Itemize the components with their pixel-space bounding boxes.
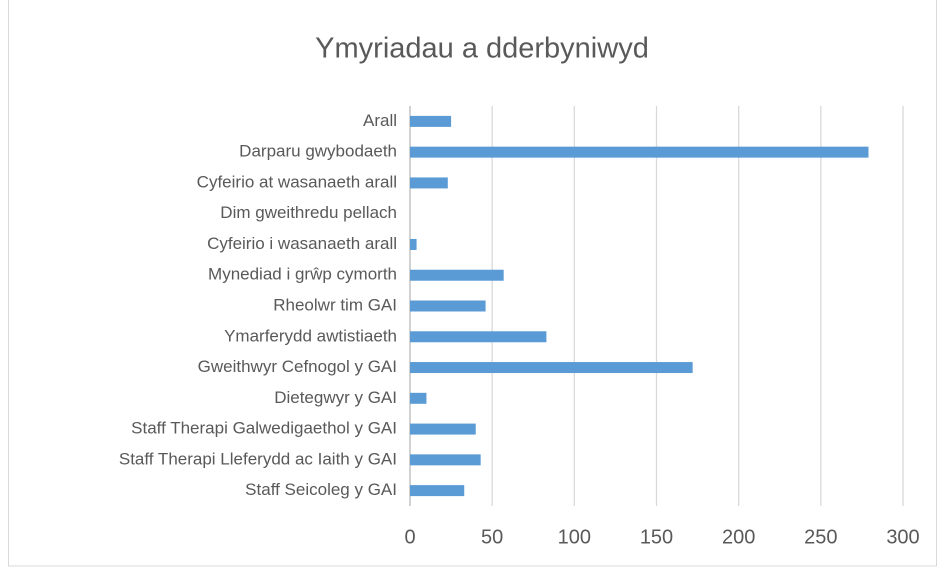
y-tick-label: Darparu gwybodaeth: [239, 142, 397, 161]
y-tick-label: Mynediad i grŵp cymorth: [208, 265, 397, 284]
y-tick-label: Staff Therapi Galwedigaethol y GAI: [131, 419, 397, 438]
x-tick-label: 200: [722, 526, 755, 548]
y-tick-label: Staff Seicoleg y GAI: [245, 480, 397, 499]
y-tick-label: Gweithwyr Cefnogol y GAI: [198, 357, 397, 376]
y-tick-label: Dim gweithredu pellach: [220, 203, 397, 222]
x-tick-label: 0: [404, 526, 415, 548]
bar: [410, 392, 427, 404]
bar: [410, 300, 486, 312]
bar: [410, 423, 476, 435]
bar: [410, 362, 693, 374]
y-tick-label: Arall: [363, 111, 397, 130]
x-tick-label: 250: [804, 526, 837, 548]
chart-title: Ymyriadau a dderbyniwyd: [315, 33, 649, 65]
y-tick-label: Staff Therapi Lleferydd ac Iaith y GAI: [119, 449, 397, 468]
bar: [410, 331, 547, 343]
x-tick-label: 50: [481, 526, 503, 548]
bar: [410, 177, 448, 189]
x-tick-label: 150: [640, 526, 673, 548]
y-tick-label: Ymarferydd awtistiaeth: [224, 326, 397, 345]
bar: [410, 146, 869, 158]
bar: [410, 485, 465, 497]
chart-frame: [8, 0, 937, 567]
y-tick-label: Cyfeirio at wasanaeth arall: [197, 172, 397, 191]
x-tick-label: 300: [886, 526, 919, 548]
bar: [410, 269, 504, 281]
bar: [410, 454, 481, 466]
y-tick-label: Rheolwr tim GAI: [273, 295, 397, 314]
x-tick-label: 100: [558, 526, 591, 548]
y-tick-label: Cyfeirio i wasanaeth arall: [207, 234, 397, 253]
bar: [410, 238, 417, 250]
bar: [410, 115, 452, 127]
y-tick-label: Dietegwyr y GAI: [274, 388, 397, 407]
